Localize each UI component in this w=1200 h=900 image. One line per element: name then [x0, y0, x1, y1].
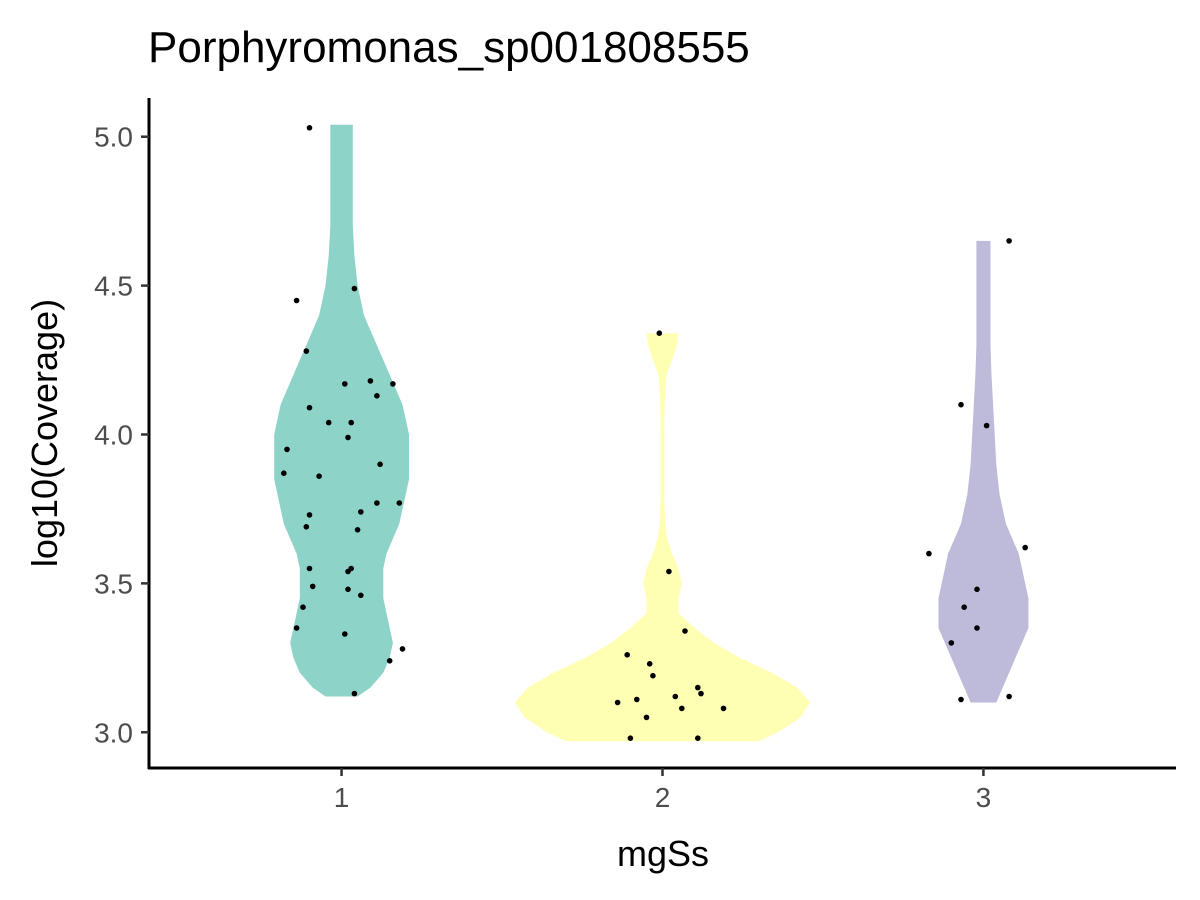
data-point	[634, 696, 640, 703]
point-layer	[281, 125, 1028, 741]
data-point	[698, 690, 704, 697]
y-tick-label: 5.0	[94, 122, 133, 153]
data-point	[958, 401, 964, 408]
data-point	[367, 378, 374, 384]
data-point	[293, 625, 300, 631]
data-point	[306, 512, 313, 518]
data-point	[345, 586, 351, 593]
data-point	[396, 500, 403, 506]
x-tick-label: 3	[976, 782, 992, 813]
data-point	[958, 696, 964, 703]
data-point	[284, 446, 290, 453]
data-point	[374, 393, 380, 399]
data-point	[293, 297, 300, 304]
data-point	[695, 684, 701, 691]
data-point	[666, 568, 672, 575]
violin-2	[514, 333, 811, 742]
y-tick-label: 4.0	[94, 419, 133, 450]
data-point	[650, 672, 656, 679]
data-point	[306, 565, 313, 572]
data-point	[926, 550, 932, 557]
violin-1	[274, 124, 409, 697]
data-point	[345, 568, 351, 575]
violin-layer	[274, 124, 1029, 742]
data-point	[974, 586, 980, 593]
data-point	[345, 434, 351, 441]
data-point	[961, 604, 967, 610]
data-point	[390, 381, 396, 387]
y-tick-label: 3.5	[94, 568, 133, 599]
data-point	[386, 658, 393, 664]
data-point	[281, 470, 287, 477]
data-point	[983, 422, 990, 429]
data-point	[974, 625, 980, 631]
data-point	[358, 509, 364, 515]
x-tick-label: 1	[334, 782, 350, 813]
data-point	[303, 348, 310, 354]
data-point	[300, 604, 306, 610]
data-point	[720, 705, 727, 712]
data-point	[672, 693, 679, 700]
data-point	[354, 527, 361, 533]
data-point	[1022, 544, 1028, 551]
chart-title: Porphyromonas_sp001808555	[148, 23, 750, 72]
data-point	[306, 404, 313, 411]
data-point	[306, 125, 313, 131]
data-point	[303, 524, 310, 530]
data-point	[656, 330, 663, 337]
data-point	[309, 583, 316, 590]
x-axis-ticks: 1 2 3	[334, 768, 991, 813]
violin-3	[938, 240, 1029, 703]
x-axis-title: mgSs	[617, 833, 709, 874]
data-point	[1006, 693, 1012, 700]
data-point	[1006, 238, 1012, 244]
data-point	[695, 735, 701, 741]
data-point	[679, 705, 685, 712]
data-point	[614, 699, 621, 706]
data-point	[399, 646, 406, 652]
data-point	[348, 419, 355, 426]
data-point	[325, 419, 332, 426]
data-point	[948, 640, 955, 646]
data-point	[624, 652, 630, 658]
y-tick-label: 4.5	[94, 271, 133, 302]
data-point	[627, 735, 634, 741]
x-tick-label: 2	[655, 782, 671, 813]
data-point	[316, 473, 322, 480]
data-point	[351, 690, 358, 697]
y-tick-label: 3.0	[94, 717, 133, 748]
data-point	[342, 631, 348, 637]
y-axis-ticks: 3.0 3.5 4.0 4.5 5.0	[94, 122, 149, 748]
data-point	[351, 285, 358, 292]
data-point	[358, 592, 364, 599]
y-axis-title: log10(Coverage)	[24, 299, 65, 567]
data-point	[682, 628, 688, 634]
data-point	[374, 500, 380, 506]
data-point	[342, 381, 348, 387]
data-point	[377, 461, 383, 468]
data-point	[643, 714, 650, 721]
data-point	[646, 661, 653, 667]
